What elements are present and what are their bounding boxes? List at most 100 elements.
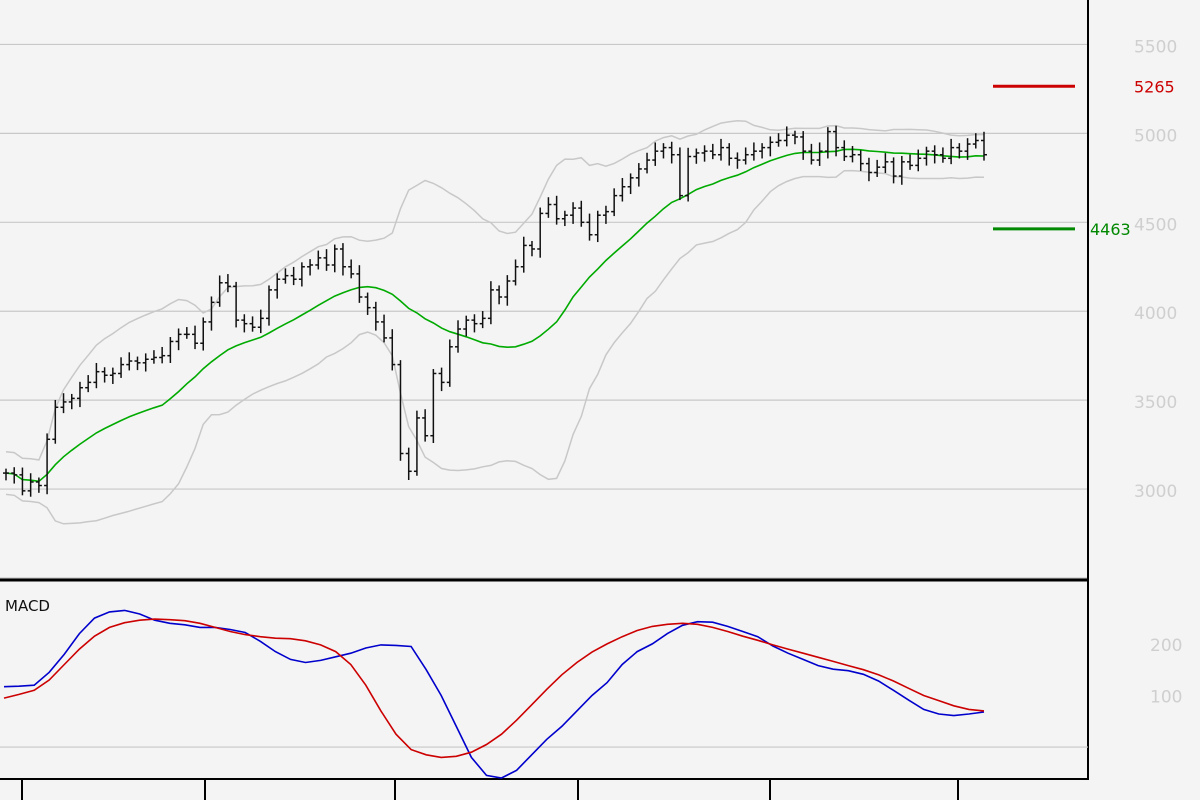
price-bar <box>282 268 289 284</box>
price-bar <box>907 154 914 170</box>
price-bar <box>816 142 823 166</box>
price-bar <box>718 138 725 161</box>
price-bar <box>68 393 75 410</box>
price-bar <box>783 126 790 147</box>
price-bar <box>463 315 470 337</box>
price-y-tick-label: 5000 <box>1134 126 1177 146</box>
price-bar <box>257 309 264 334</box>
price-bar <box>808 143 815 165</box>
price-bar <box>101 367 108 383</box>
price-gridlines <box>0 43 1088 579</box>
price-bar <box>833 125 840 157</box>
price-bars <box>3 125 987 497</box>
price-bar <box>775 133 782 147</box>
price-bar <box>224 274 231 293</box>
price-bar <box>504 275 511 306</box>
price-bar <box>167 337 174 363</box>
price-bar <box>948 138 955 165</box>
price-bar <box>627 173 634 195</box>
price-bar <box>602 205 609 224</box>
price-bar <box>611 188 618 217</box>
price-bar <box>726 143 733 166</box>
x-axis-ticks <box>21 780 959 800</box>
price-bar <box>619 178 626 202</box>
price-bar <box>890 157 897 184</box>
price-bar <box>118 357 125 378</box>
price-bar <box>159 346 166 364</box>
price-bar <box>635 163 642 187</box>
price-bar <box>676 147 683 201</box>
price-bar <box>496 285 503 305</box>
price-bar <box>545 197 552 218</box>
price-bar <box>348 259 355 279</box>
price-bar <box>857 150 864 171</box>
price-bar <box>233 281 240 328</box>
price-bar <box>200 317 207 351</box>
price-bar <box>734 152 741 169</box>
price-bar <box>76 381 83 408</box>
price-bar <box>389 329 396 371</box>
price-bar <box>849 146 856 163</box>
price-bar <box>882 153 889 174</box>
price-bar <box>85 375 92 393</box>
price-bar <box>923 146 930 166</box>
price-bar <box>915 149 922 172</box>
price-bar <box>3 468 9 481</box>
price-y-tick-label: 3500 <box>1134 393 1177 413</box>
price-bar <box>208 296 215 331</box>
price-bar <box>126 352 133 371</box>
price-bar <box>413 410 420 476</box>
price-bar <box>578 200 585 227</box>
price-bar <box>931 145 938 164</box>
price-bar <box>972 133 979 149</box>
price-bar <box>586 213 593 241</box>
price-bar <box>422 409 429 442</box>
price-bar <box>685 147 692 202</box>
macd-lines <box>3 609 985 779</box>
price-level-label: 5265 <box>1134 77 1175 96</box>
price-bar <box>644 152 651 174</box>
price-bar <box>939 147 946 163</box>
macd-title: MACD <box>5 597 50 615</box>
price-bar <box>142 353 149 372</box>
price-bar <box>339 243 346 276</box>
price-bar <box>35 477 42 493</box>
macd-y-tick-label: 200 <box>1150 636 1182 656</box>
price-level-label: 4463 <box>1090 220 1131 239</box>
price-bar <box>487 281 494 325</box>
macd-y-axis: 100 200 <box>1150 636 1182 708</box>
price-bar <box>93 362 100 389</box>
price-bar <box>520 236 527 273</box>
price-bar <box>274 273 281 299</box>
price-bar <box>652 142 659 166</box>
price-bar <box>27 473 34 497</box>
price-bar <box>216 275 223 307</box>
price-bar <box>405 447 412 481</box>
macd-line <box>3 609 985 779</box>
price-bar <box>471 314 478 333</box>
price-bar <box>742 147 749 165</box>
price-bar <box>750 142 757 161</box>
price-bar <box>446 339 453 387</box>
price-bar <box>553 195 560 225</box>
price-bar <box>479 311 486 329</box>
price-bar <box>759 143 766 159</box>
price-y-axis: 3000 3500 4000 4500 5000 5500 <box>1134 37 1177 502</box>
price-bar <box>874 159 881 177</box>
price-bar <box>331 244 338 273</box>
price-bar <box>701 145 708 162</box>
price-bar <box>767 136 774 157</box>
price-bar <box>11 467 18 484</box>
price-bar <box>528 240 535 257</box>
price-y-tick-label: 4000 <box>1134 304 1177 324</box>
price-bar <box>290 266 297 286</box>
price-bar <box>150 350 157 364</box>
price-y-tick-label: 5500 <box>1134 37 1177 57</box>
price-bar <box>249 316 256 332</box>
price-bar <box>44 433 51 495</box>
price-bar <box>660 143 667 159</box>
price-bar <box>594 210 601 243</box>
price-bar <box>981 131 987 161</box>
price-bar <box>134 356 141 371</box>
